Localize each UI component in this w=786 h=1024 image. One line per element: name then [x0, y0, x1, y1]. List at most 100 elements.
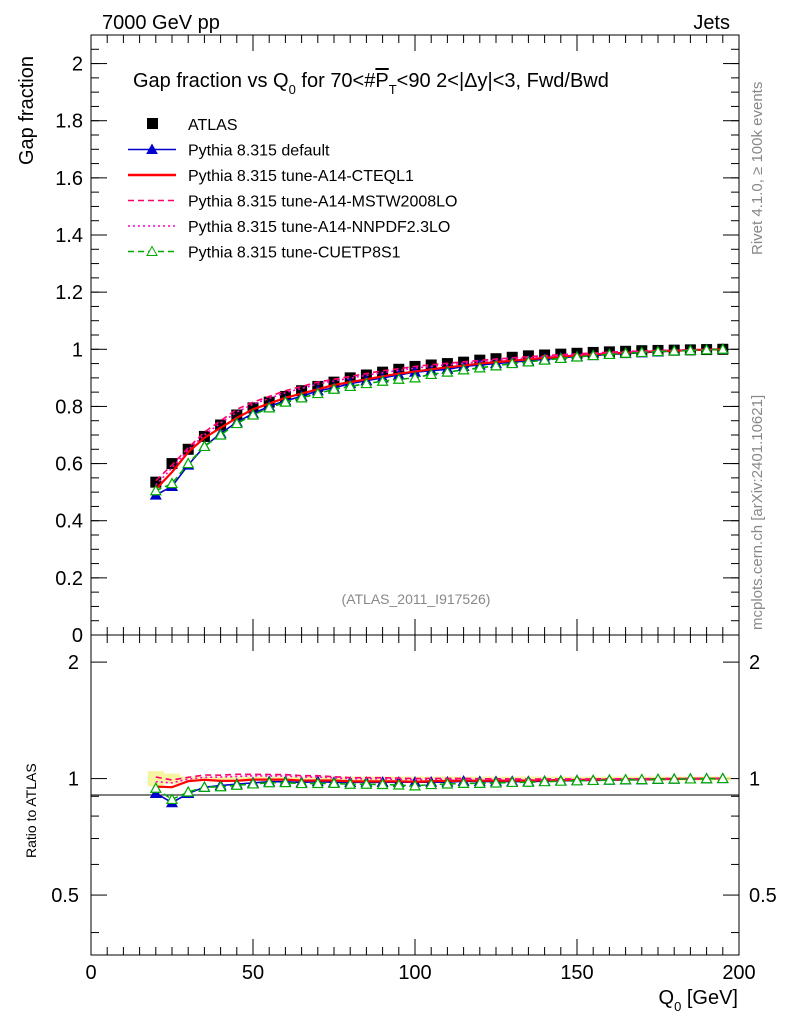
- ratio-series-5: [149, 772, 729, 805]
- series-marker: [344, 380, 357, 392]
- header-left: 7000 GeV pp: [102, 12, 220, 34]
- ratio-series-group: [149, 772, 729, 808]
- ratio-series-marker: [344, 778, 357, 789]
- ratio-series-marker: [619, 773, 632, 785]
- series-marker: [327, 383, 341, 394]
- ratio-axis-ticks: 0 50 100 150 200 0.5 1 2 0.5 1 2: [51, 635, 777, 984]
- ratio-series-marker: [327, 777, 341, 788]
- series-marker: [246, 408, 260, 420]
- ratio-series-marker: [311, 777, 324, 789]
- series-marker: [376, 375, 389, 386]
- series-5: [149, 343, 729, 496]
- series-marker: [684, 344, 697, 356]
- series-marker: [230, 417, 243, 429]
- ratio-y-tick-label: 1: [68, 769, 79, 791]
- y-tick-label: 1.2: [55, 282, 83, 304]
- x-label-main: Q: [659, 987, 675, 1009]
- ratio-series-marker: [295, 777, 308, 789]
- series-marker: [473, 361, 486, 373]
- ratio-series-marker: [214, 780, 227, 792]
- ratio-series-marker: [651, 773, 665, 784]
- x-label-sub: 0: [674, 999, 681, 1014]
- x-label-unit: [GeV]: [681, 987, 738, 1009]
- x-tick-label: 200: [722, 962, 755, 984]
- series-marker: [214, 428, 227, 440]
- series-0: [150, 343, 729, 488]
- title-part-d: <90 2<|Δy|<3, Fwd/Bwd: [397, 70, 609, 92]
- y-tick-label: 0.6: [55, 454, 83, 476]
- ratio-y-tick-label-right: 0.5: [749, 885, 777, 907]
- series-marker: [408, 371, 422, 383]
- main-axis-ticks: 0 0.2 0.4 0.6 0.8 1 1.2 1.4 1.6 1.8 2: [55, 35, 740, 647]
- series-marker: [263, 401, 276, 413]
- atlas-data-point: [198, 430, 210, 442]
- ratio-y-tick-label-right: 2: [749, 652, 760, 674]
- series-marker: [149, 484, 162, 496]
- ratio-series-marker: [473, 777, 486, 788]
- series-marker: [603, 348, 616, 360]
- series-marker: [360, 377, 373, 389]
- legend-label: Pythia 8.315 default: [188, 143, 330, 160]
- series-marker: [295, 391, 308, 403]
- y-tick-label: 0.8: [55, 396, 83, 418]
- atlas-data-point: [231, 409, 243, 421]
- ratio-series-marker: [408, 779, 422, 791]
- ratio-series-marker: [506, 776, 519, 788]
- atlas-data-point: [215, 419, 227, 431]
- ratio-series-marker: [554, 774, 567, 786]
- ratio-series-marker: [668, 772, 681, 784]
- ratio-series-marker: [684, 772, 697, 784]
- series-marker: [392, 373, 405, 384]
- series-line: [155, 348, 723, 482]
- ratio-series-marker: [246, 777, 260, 789]
- ratio-series-marker: [198, 781, 211, 792]
- ratio-band-segment: [147, 771, 164, 787]
- ratio-series-marker: [165, 793, 179, 805]
- series-marker: [279, 395, 292, 407]
- series-marker: [635, 346, 648, 358]
- series-marker: [311, 387, 324, 399]
- series-marker: [506, 357, 519, 369]
- series-marker: [457, 363, 470, 375]
- y-tick-label: 1.4: [55, 225, 83, 247]
- chart-title: Gap fraction vs Q0 for 70<#PT<90 2<|Δy|<…: [133, 70, 609, 97]
- atlas-data-point: [150, 476, 162, 488]
- series-marker: [489, 359, 503, 371]
- series-marker: [651, 345, 665, 357]
- ratio-series-marker: [376, 778, 389, 790]
- ratio-band-segment: [163, 773, 181, 784]
- series-marker: [538, 353, 551, 365]
- series-marker: [570, 350, 584, 362]
- legend-label: Pythia 8.315 tune-CUETP8S1: [188, 245, 401, 262]
- x-axis-label: Q0 [GeV]: [659, 987, 739, 1014]
- legend-marker: [146, 245, 158, 256]
- title-part-b: for 70<#: [296, 70, 376, 92]
- series-3: [155, 348, 723, 482]
- x-tick-label: 50: [242, 962, 264, 984]
- legend-marker-atlas: [147, 118, 158, 129]
- ratio-series-marker: [489, 776, 503, 788]
- ratio-series-marker: [425, 778, 438, 790]
- ratio-band-segment: [196, 776, 213, 781]
- atlas-data-point: [166, 458, 178, 470]
- series-marker: [425, 368, 438, 380]
- ratio-series-marker: [230, 779, 243, 790]
- x-tick-label: 100: [398, 962, 431, 984]
- legend-label: Pythia 8.315 tune-A14-NNPDF2.3LO: [188, 219, 450, 236]
- header-right: Jets: [693, 12, 730, 34]
- x-tick-label: 150: [560, 962, 593, 984]
- ratio-series-marker: [570, 774, 584, 786]
- y-tick-label: 1: [72, 339, 83, 361]
- ratio-series-marker: [149, 782, 162, 793]
- atlas-data-point: [182, 443, 194, 455]
- ratio-series-4: [155, 775, 723, 784]
- title-part-a: Gap fraction vs Q: [133, 70, 289, 92]
- ratio-series-line: [155, 775, 723, 784]
- y-tick-label: 0: [72, 625, 83, 647]
- series-marker: [182, 457, 195, 469]
- legend-label: ATLAS: [188, 117, 238, 134]
- ratio-band-segment: [180, 776, 197, 781]
- title-sub-c: T: [389, 82, 397, 97]
- title-sub-a: 0: [289, 82, 296, 97]
